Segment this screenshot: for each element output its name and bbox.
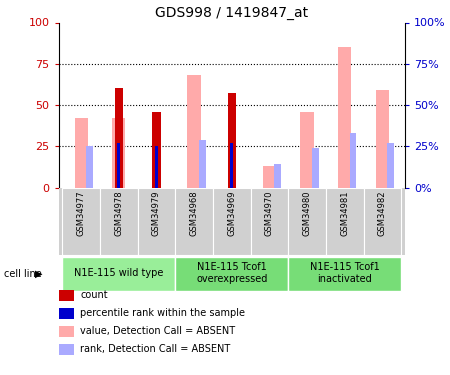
Bar [326,188,364,255]
Bar [175,257,288,291]
Bar [288,188,326,255]
Bar [338,47,351,188]
Bar [350,133,356,188]
Bar [364,188,401,255]
Bar [230,143,233,188]
Bar [62,257,175,291]
Text: ▶: ▶ [35,269,42,279]
Text: N1E-115 Tcof1
inactivated: N1E-115 Tcof1 inactivated [310,262,380,284]
Text: GSM34981: GSM34981 [340,191,349,236]
Bar [115,88,123,188]
Bar [251,188,288,255]
Bar [188,75,201,188]
Bar [376,90,389,188]
Bar [117,143,120,188]
Bar [263,166,276,188]
Text: GSM34980: GSM34980 [302,191,311,236]
Bar [86,146,93,188]
Text: cell line: cell line [4,269,42,279]
Bar [138,188,175,255]
Text: value, Detection Call = ABSENT: value, Detection Call = ABSENT [80,326,235,336]
Text: rank, Detection Call = ABSENT: rank, Detection Call = ABSENT [80,344,230,354]
Bar [75,118,88,188]
Bar [62,188,100,255]
Text: count: count [80,290,108,300]
Bar [100,188,138,255]
Bar [274,164,281,188]
Text: GSM34979: GSM34979 [152,191,161,236]
Bar [387,143,394,188]
Text: N1E-115 Tcof1
overexpressed: N1E-115 Tcof1 overexpressed [196,262,267,284]
Text: GSM34978: GSM34978 [114,191,123,237]
Bar [175,188,213,255]
Bar [112,118,126,188]
Bar [213,188,251,255]
Text: N1E-115 wild type: N1E-115 wild type [74,268,163,278]
Text: percentile rank within the sample: percentile rank within the sample [80,308,245,318]
Bar [288,257,401,291]
Bar [228,93,236,188]
Bar [155,146,158,188]
Text: GSM34977: GSM34977 [76,191,86,237]
Text: GSM34968: GSM34968 [189,191,198,237]
Text: GSM34969: GSM34969 [227,191,236,236]
Bar [199,140,206,188]
Text: GSM34970: GSM34970 [265,191,274,236]
Title: GDS998 / 1419847_at: GDS998 / 1419847_at [155,6,308,20]
Bar [301,112,314,188]
Bar [152,112,161,188]
Text: GSM34982: GSM34982 [378,191,387,236]
Bar [312,148,319,188]
